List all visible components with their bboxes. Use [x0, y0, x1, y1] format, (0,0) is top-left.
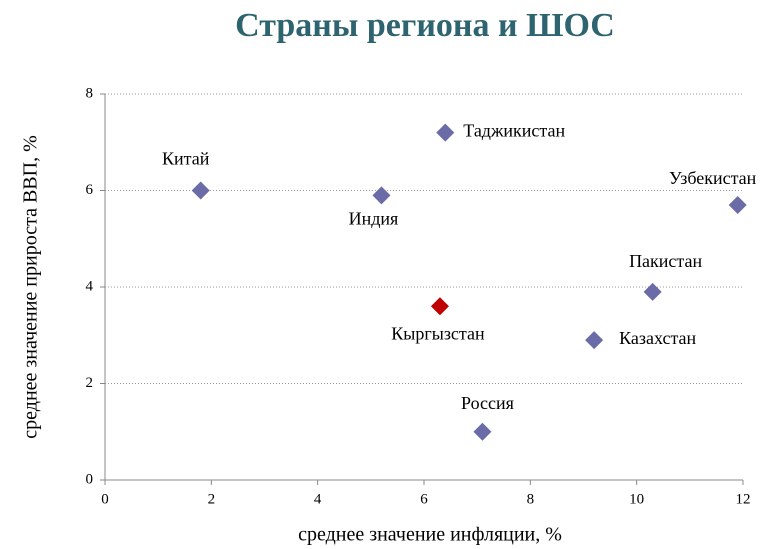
x-tick-label: 10: [629, 491, 644, 507]
y-tick-label: 2: [86, 375, 94, 391]
y-axis-label: среднее значение прироста ВВП, %: [20, 135, 42, 438]
y-tick-label: 6: [86, 182, 94, 198]
y-tick-label: 0: [86, 471, 94, 487]
point: [585, 331, 604, 350]
x-tick-label: 4: [314, 491, 322, 507]
x-tick-label: 8: [527, 491, 535, 507]
point: [430, 297, 449, 316]
point: [191, 181, 210, 200]
x-tick-label: 12: [736, 491, 751, 507]
point-label: Россия: [461, 393, 514, 413]
point-label: Таджикистан: [463, 121, 565, 141]
point: [372, 186, 391, 205]
chart-title: Страны региона и ШОС: [235, 7, 615, 44]
point: [728, 195, 747, 214]
point: [436, 123, 455, 142]
y-tick-label: 4: [86, 278, 94, 294]
point: [473, 422, 492, 441]
point-label: Казахстан: [619, 328, 696, 348]
point-label: Кыргызстан: [391, 323, 485, 343]
point-label: Китай: [162, 149, 210, 169]
x-tick-label: 6: [420, 491, 428, 507]
x-tick-label: 2: [208, 491, 216, 507]
y-tick-label: 8: [86, 85, 94, 101]
x-tick-label: 0: [101, 491, 109, 507]
point-label: Узбекистан: [669, 168, 757, 188]
point: [643, 282, 662, 301]
point-label: Пакистан: [629, 251, 702, 271]
x-axis-label: среднее значение инфляции, %: [298, 524, 562, 546]
point-label: Индия: [349, 208, 399, 228]
